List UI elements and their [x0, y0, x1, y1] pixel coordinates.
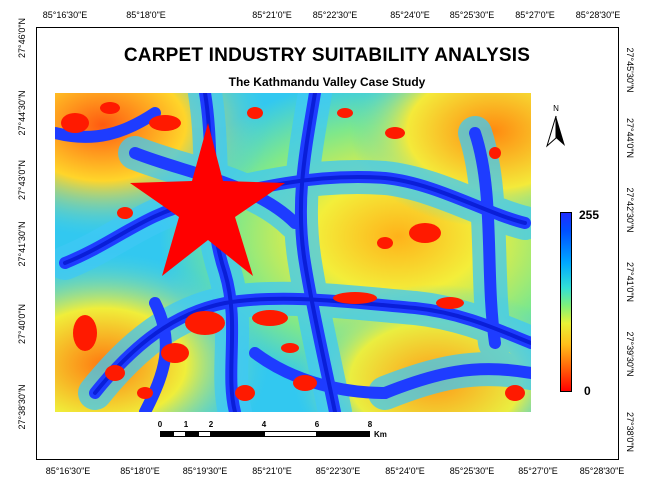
- lon-label-top: 85°27'0"E: [515, 10, 555, 20]
- lat-label-left: 27°43'0"N: [17, 159, 27, 201]
- lon-label-top: 85°24'0"E: [390, 10, 430, 20]
- legend-min-label: 0: [584, 384, 591, 398]
- scale-number: 2: [208, 420, 214, 429]
- north-label: N: [553, 104, 559, 113]
- north-arrow: N: [545, 104, 567, 148]
- lat-label-right: 27°39'30"N: [625, 331, 635, 377]
- lon-label-bottom: 85°28'30"E: [579, 466, 625, 476]
- lat-label-right: 27°38'0"N: [625, 411, 635, 453]
- scale-number: 0: [157, 420, 163, 429]
- lon-label-bottom: 85°24'0"E: [385, 466, 425, 476]
- lat-label-right: 27°41'0"N: [625, 261, 635, 303]
- lon-label-bottom: 85°16'30"E: [45, 466, 91, 476]
- map-title: CARPET INDUSTRY SUITABILITY ANALYSIS: [123, 45, 531, 66]
- scale-number: 6: [314, 420, 320, 429]
- north-arrow-icon: [546, 115, 565, 148]
- lat-label-left: 27°40'0"N: [17, 303, 27, 345]
- lat-label-right: 27°44'0"N: [625, 117, 635, 159]
- lat-label-left: 27°38'30"N: [17, 384, 27, 430]
- suitability-raster-map[interactable]: [55, 93, 531, 412]
- lon-label-bottom: 85°27'0"E: [518, 466, 558, 476]
- lon-label-bottom: 85°19'30"E: [182, 466, 228, 476]
- lon-label-top: 85°16'30"E: [42, 10, 88, 20]
- lon-label-top: 85°28'30"E: [575, 10, 621, 20]
- star-icon: [130, 123, 285, 276]
- lon-label-bottom: 85°18'0"E: [120, 466, 160, 476]
- lon-label-bottom: 85°22'30"E: [315, 466, 361, 476]
- scale-number: 4: [261, 420, 267, 429]
- lat-label-left: 27°41'30"N: [17, 221, 27, 267]
- legend-color-ramp: [560, 212, 572, 392]
- scale-bar: [160, 431, 374, 439]
- scale-unit: Km: [374, 430, 387, 439]
- scale-number: 8: [367, 420, 373, 429]
- lon-label-top: 85°21'0"E: [252, 10, 292, 20]
- lat-label-left: 27°44'30"N: [17, 90, 27, 136]
- lat-label-right: 27°42'30"N: [625, 187, 635, 233]
- legend-max-label: 255: [579, 208, 600, 222]
- scale-number: 1: [183, 420, 189, 429]
- lon-label-top: 85°25'30"E: [449, 10, 495, 20]
- lon-label-bottom: 85°25'30"E: [449, 466, 495, 476]
- lon-label-bottom: 85°21'0"E: [252, 466, 292, 476]
- map-subtitle: The Kathmandu Valley Case Study: [228, 75, 426, 89]
- lon-label-top: 85°18'0"E: [126, 10, 166, 20]
- lon-label-top: 85°22'30"E: [312, 10, 358, 20]
